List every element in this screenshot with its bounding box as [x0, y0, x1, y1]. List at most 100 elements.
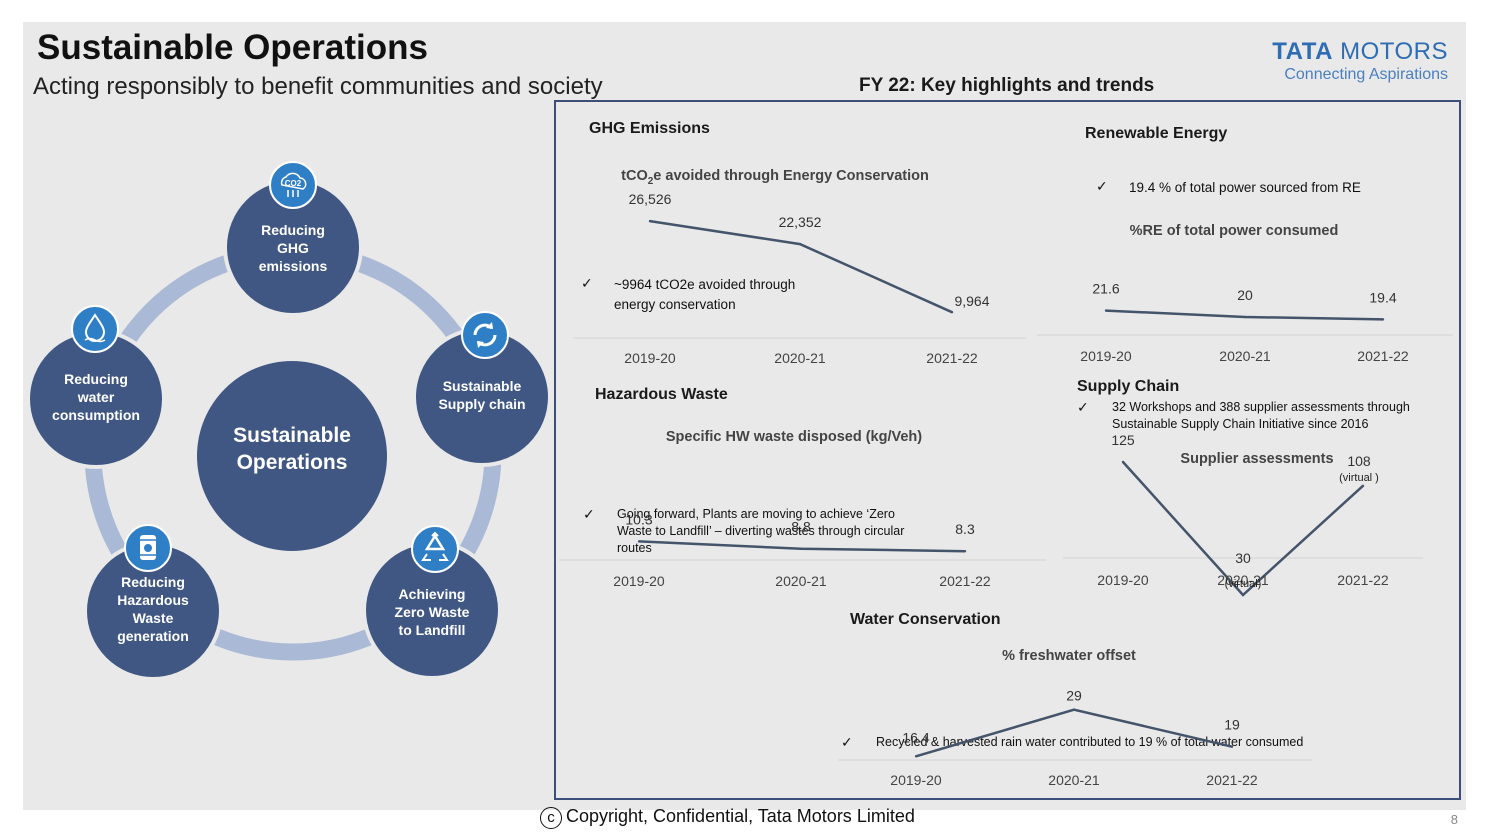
supplier-point: [1241, 593, 1245, 597]
hw-series-line: [638, 540, 966, 553]
re-point: [1104, 309, 1108, 312]
re-tick-label: 2020-21: [1219, 348, 1271, 364]
supplier-annotation: (virtual ): [1339, 472, 1379, 484]
ghg-tick-label: 2019-20: [624, 350, 676, 366]
renewable-note-text: 19.4 % of total power sourced from RE: [1129, 180, 1361, 195]
logo-tata: TATA: [1272, 38, 1333, 65]
hw-data-label: 10.3: [625, 511, 652, 527]
node-ghg-line3: emissions: [259, 258, 328, 274]
node-water-consumption: Reducing water consumption: [26, 305, 166, 469]
node-ghg-emissions: Reducing GHG emissions CO2: [223, 161, 363, 317]
ghg-section-title: GHG Emissions: [589, 120, 710, 137]
ghg-chart-title: tCO2e avoided through Energy Conservatio…: [621, 168, 929, 187]
hw-point: [963, 550, 967, 553]
supply-section-title: Supply Chain: [1077, 378, 1180, 395]
recycle-icon: [411, 525, 459, 573]
ghg-note-text: ~9964 tCO2e avoided through energy conse…: [614, 277, 796, 312]
water-data-label: 19: [1224, 717, 1240, 733]
hw-data-label: 8.8: [791, 519, 811, 535]
re-point: [1381, 318, 1385, 321]
supplier-data-label: 30: [1235, 550, 1251, 566]
hazard-barrel-icon: [124, 524, 172, 572]
copyright-icon: c: [540, 807, 562, 829]
recycle-arrows-icon: [461, 311, 509, 359]
supplier-data-label: 108: [1347, 453, 1371, 469]
water-tick-label: 2020-21: [1048, 772, 1100, 788]
re-data-label: 19.4: [1369, 289, 1396, 305]
node-hazardous-line3: Waste: [133, 610, 174, 626]
re-tick-label: 2019-20: [1080, 348, 1132, 364]
water-point: [1072, 708, 1076, 711]
re-chart-title: %RE of total power consumed: [1130, 223, 1339, 239]
ghg-title-sub: 2: [648, 176, 654, 187]
water-data-label: 29: [1066, 688, 1082, 704]
hazardous-note: ✓ Going forward, Plants are moving to ac…: [583, 506, 933, 557]
node-zero-waste-line1: Achieving: [399, 586, 466, 602]
node-zero-waste: Achieving Zero Waste to Landfill: [362, 525, 502, 680]
logo-tagline: Connecting Aspirations: [1284, 66, 1448, 83]
node-water-line3: consumption: [52, 407, 140, 423]
ghg-point: [648, 219, 652, 223]
ghg-point: [950, 311, 954, 314]
supplier-tick-label: 2020-21: [1217, 572, 1269, 588]
hw-chart-title: Specific HW waste disposed (kg/Veh): [666, 429, 922, 445]
page-number: 8: [1450, 812, 1458, 827]
page-subtitle: Acting responsibly to benefit communitie…: [33, 73, 603, 100]
chart-marks: 26,526 2019-20 22,352 2020-21 9,964 2021-22 21…: [559, 191, 1453, 788]
sustainability-diagram: Sustainable Operations Reducing GHG emis…: [26, 161, 552, 681]
ghg-data-label: 9,964: [954, 293, 989, 309]
node-zero-waste-line2: Zero Waste: [395, 604, 470, 620]
node-water-line1: Reducing: [64, 371, 128, 387]
checkmark-icon: ✓: [1077, 399, 1089, 415]
water-section-title: Water Conservation: [850, 611, 1001, 628]
center-circle: Sustainable Operations: [197, 361, 387, 551]
highlights-panel: [554, 100, 1461, 800]
water-point: [1230, 745, 1234, 748]
center-label-line1: Sustainable: [233, 424, 351, 447]
center-circle-shape: [197, 361, 387, 551]
hw-tick-label: 2019-20: [613, 573, 665, 589]
hw-point: [799, 547, 803, 550]
supplier-data-label: 125: [1111, 432, 1135, 448]
copyright-text: Copyright, Confidential, Tata Motors Lim…: [566, 806, 915, 826]
water-chart-title: % freshwater offset: [1002, 648, 1136, 664]
center-label-line2: Operations: [237, 451, 348, 474]
copyright-footer: c Copyright, Confidential, Tata Motors Li…: [540, 806, 915, 829]
supplier-chart-title: Supplier assessments: [1180, 451, 1333, 467]
svg-text:CO2: CO2: [285, 179, 302, 188]
node-hazardous-line2: Hazardous: [117, 592, 189, 608]
ghg-series-line: [649, 219, 953, 314]
ghg-tick-label: 2020-21: [774, 350, 826, 366]
ghg-point: [798, 242, 802, 246]
water-series-line: [915, 708, 1233, 758]
supplier-annotation: (virtual): [1225, 578, 1262, 590]
charts-layer: tCO2e avoided through Energy Conservatio…: [559, 168, 1453, 788]
re-data-label: 21.6: [1092, 281, 1119, 297]
supplier-tick-label: 2021-22: [1337, 572, 1389, 588]
page-title: Sustainable Operations: [37, 28, 428, 67]
node-supply-chain: Sustainable Supply chain: [412, 311, 552, 467]
supplier-tick-label: 2019-20: [1097, 572, 1149, 588]
node-hazardous-line4: generation: [117, 628, 189, 644]
node-water-line2: water: [77, 389, 115, 405]
logo-motors: MOTORS: [1340, 38, 1448, 65]
re-tick-label: 2021-22: [1357, 348, 1409, 364]
re-point: [1243, 315, 1247, 319]
checkmark-icon: ✓: [581, 275, 593, 291]
node-supply-line1: Sustainable: [443, 378, 522, 394]
hw-tick-label: 2020-21: [775, 573, 827, 589]
ghg-data-label: 26,526: [629, 191, 672, 207]
ghg-title-post: e avoided through Energy Conservation: [653, 168, 929, 184]
checkmark-icon: ✓: [583, 506, 595, 522]
ghg-title-pre: tCO: [621, 168, 648, 184]
node-ghg-line2: GHG: [277, 240, 309, 256]
hazardous-note-text: Going forward, Plants are moving to achi…: [617, 507, 905, 555]
checkmark-icon: ✓: [1096, 178, 1108, 194]
ghg-note: ✓ ~9964 tCO2e avoided through energy con…: [581, 275, 821, 315]
water-point: [914, 755, 918, 758]
hazardous-section-title: Hazardous Waste: [595, 386, 728, 403]
ghg-tick-label: 2021-22: [926, 350, 978, 366]
re-data-label: 20: [1237, 287, 1253, 303]
water-tick-label: 2021-22: [1206, 772, 1258, 788]
node-zero-waste-line3: to Landfill: [399, 622, 466, 638]
